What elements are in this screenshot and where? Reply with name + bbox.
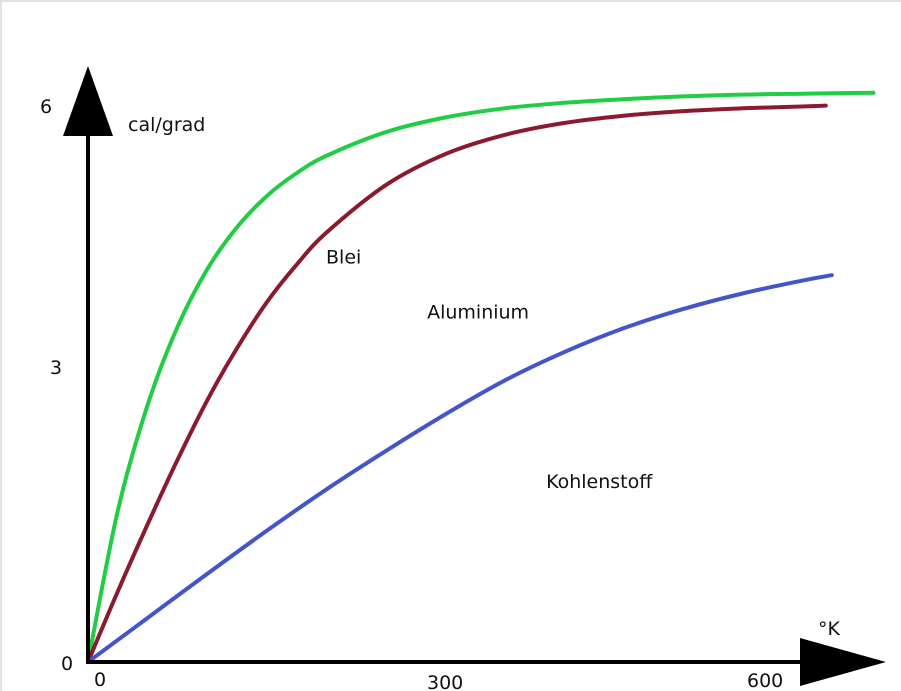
curves-layer	[86, 90, 876, 664]
x-tick-label: 300	[427, 672, 463, 691]
x-tick-label: 600	[747, 670, 783, 691]
series-label-blei: Blei	[326, 246, 361, 268]
series-label-aluminium: Aluminium	[427, 301, 529, 323]
series-line-blei	[86, 90, 876, 664]
y-tick-label: 3	[50, 357, 62, 379]
x-axis-label: °K	[818, 618, 841, 640]
y-tick-label: 6	[40, 96, 52, 118]
y-axis-arrowhead	[63, 66, 113, 136]
series-line-kohlenstoff	[86, 273, 834, 664]
y-axis-label: cal/grad	[128, 114, 205, 136]
y-tick-label: 0	[61, 653, 73, 675]
series-label-kohlenstoff: Kohlenstoff	[546, 471, 653, 493]
series-line-aluminium	[86, 103, 828, 664]
x-tick-label: 0	[94, 669, 106, 691]
x-axis-arrowhead	[800, 638, 886, 686]
